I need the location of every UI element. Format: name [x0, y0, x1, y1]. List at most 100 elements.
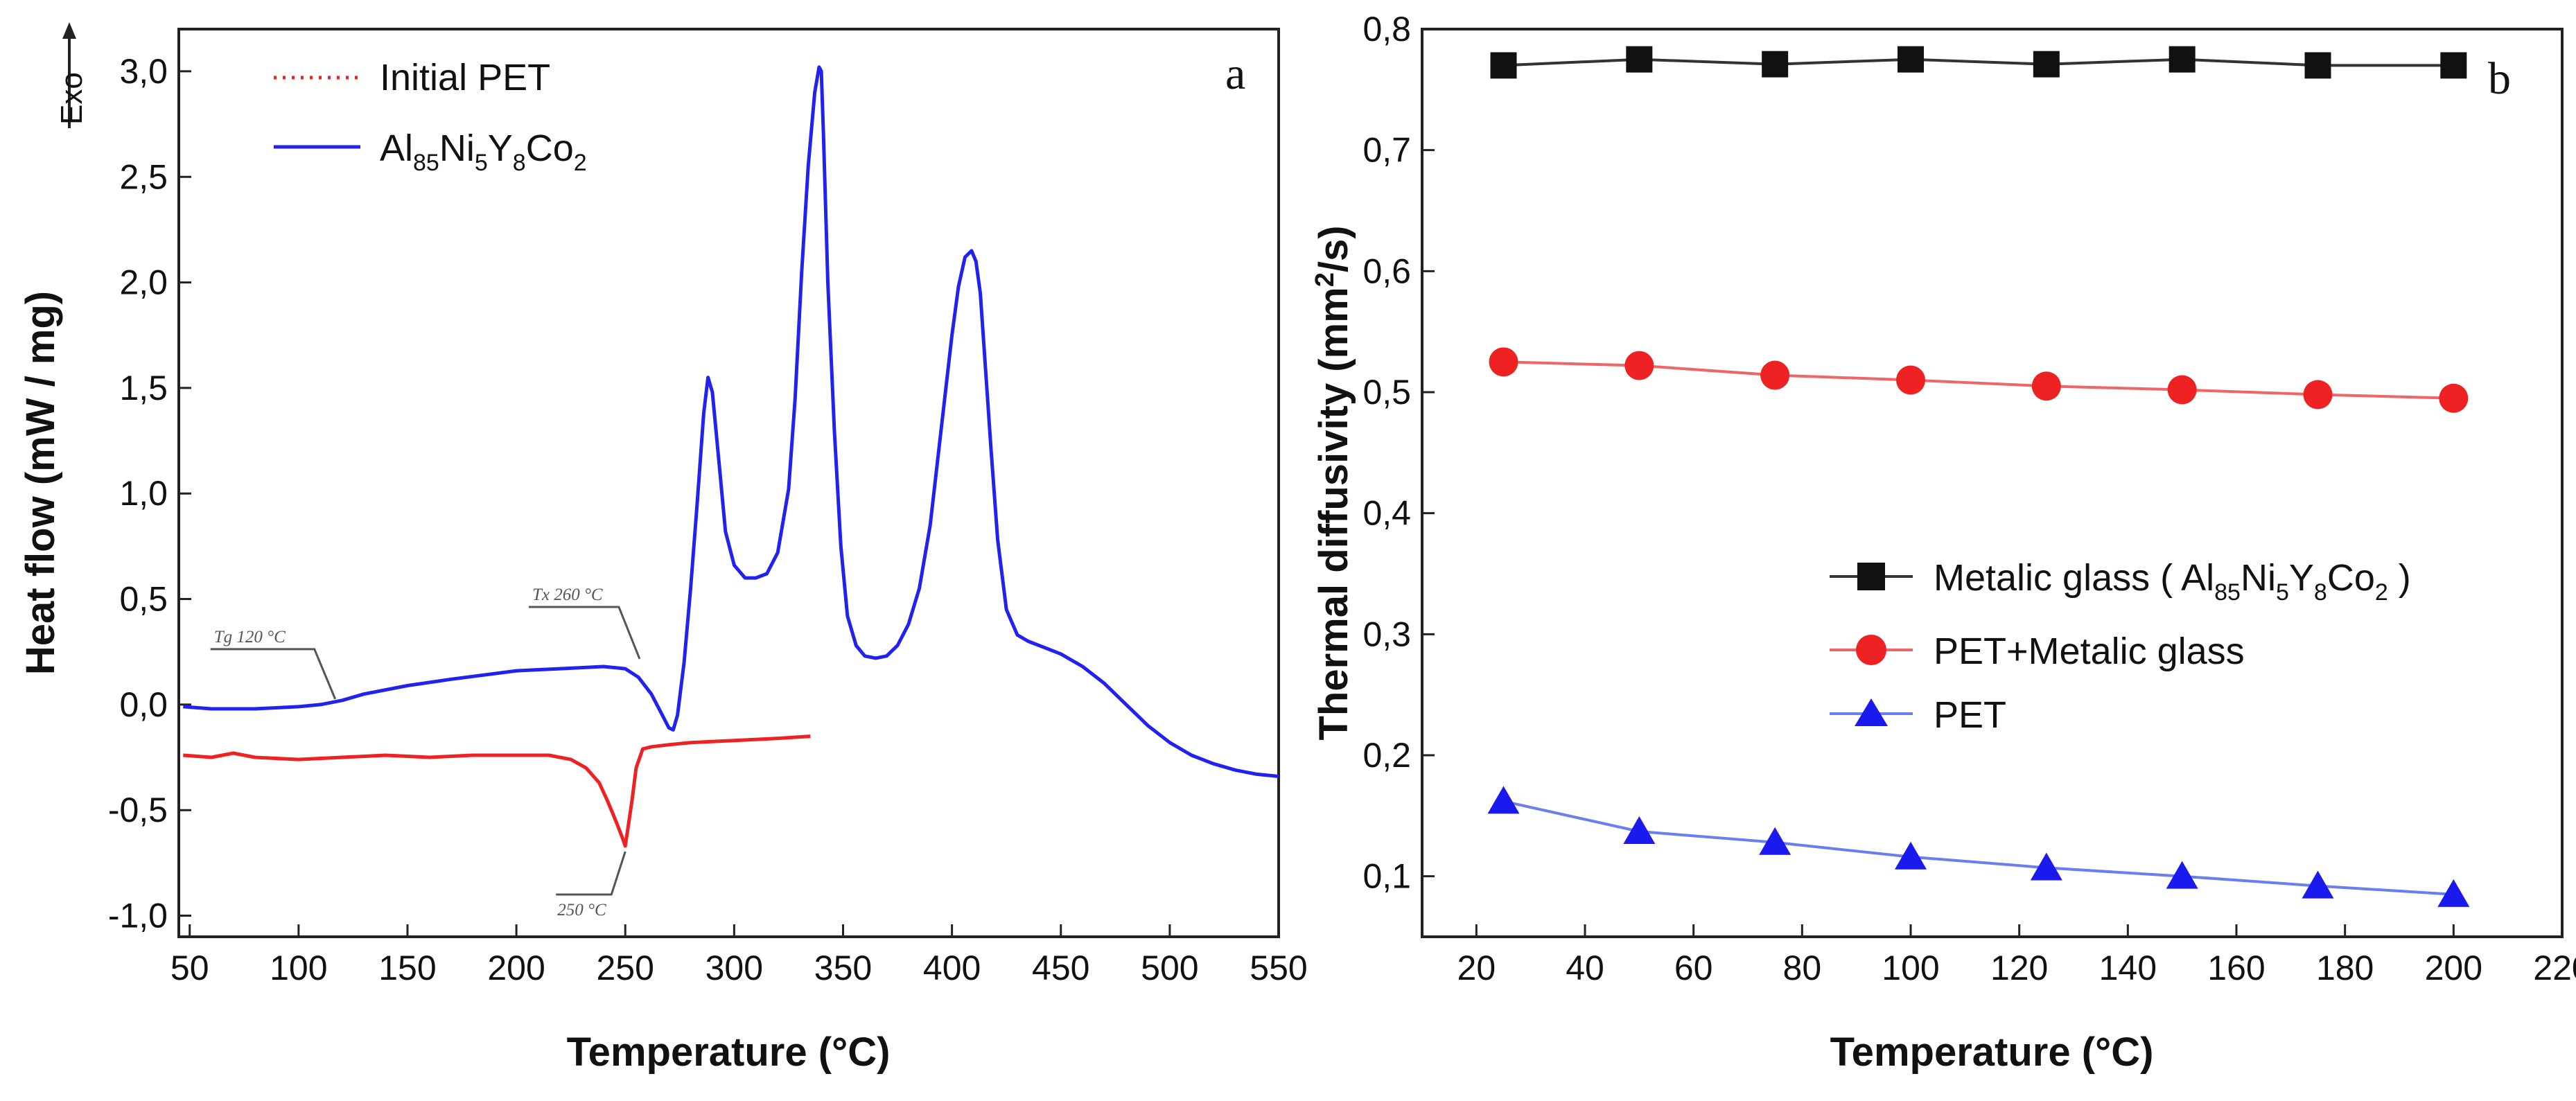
panel-b-x-tick-label: 140 [2099, 949, 2157, 987]
series-pet-point [2030, 852, 2062, 881]
series-pet-metallic-glass-point [2167, 375, 2197, 405]
panel-b-x-tick-label: 40 [1566, 949, 1604, 987]
panel-a-y-tick-label: -1,0 [108, 897, 168, 935]
panel-a-x-tick-label: 400 [923, 949, 981, 987]
panel-a-heat-flow-chart: 50 100 150 200 250 300 350 400 450 500 550 -1,0 -0,… [18, 22, 1308, 1075]
panel-b-x-axis-title: Temperature (°C) [1830, 1030, 2154, 1075]
panel-a-x-tick-label: 450 [1032, 949, 1089, 987]
legend-triangle-marker-icon [1855, 698, 1888, 726]
panel-b-x-tick-label: 20 [1457, 949, 1496, 987]
panel-b-x-tick-label: 100 [1882, 949, 1939, 987]
series-metallic-glass-point [2304, 52, 2331, 79]
series-pet-metallic-glass-point [1489, 347, 1518, 377]
panel-b-x-tick-label: 160 [2207, 949, 2265, 987]
series-metallic-glass-point [1490, 52, 1517, 79]
panel-b-y-tick-label: 0,6 [1363, 252, 1411, 290]
series-pet-line [1503, 800, 2454, 896]
exo-arrow-head-icon [62, 22, 76, 39]
alloy-element-co: Co [526, 127, 574, 169]
series-pet-metallic-glass-point [1896, 365, 1925, 395]
metallic-prefix: Metalic glass ( [1934, 557, 2181, 599]
panel-a-y-tick-label: 0,0 [119, 685, 168, 724]
series-pet-metallic-glass-line [1503, 360, 2454, 400]
alloy-element-y: Y [488, 127, 513, 169]
panel-b-y-tick-label: 0,3 [1363, 615, 1411, 653]
series-pet-metallic-glass-point [2439, 383, 2469, 413]
panel-b-y-tick-label: 0,7 [1363, 131, 1411, 170]
legend-label-pet: PET [1934, 694, 2006, 736]
panel-b-x-tick-label: 220 [2533, 949, 2576, 987]
panel-a-y-tick-label: 1,0 [119, 474, 168, 513]
panel-a-label: a [1225, 49, 1245, 99]
series-pet-metallic-glass-point [1624, 351, 1654, 380]
panel-a-y-tick-label: 2,5 [119, 157, 168, 196]
panel-a-y-tick-label: -0,5 [108, 791, 168, 829]
series-pet-point [2302, 870, 2334, 899]
panel-a-x-tick-label: 250 [597, 949, 654, 987]
metallic-sub-8: 8 [2314, 579, 2327, 606]
series-pet-point [2166, 861, 2198, 889]
panel-b-y-title-tail: /s) [1311, 225, 1356, 272]
series-alloy-line [183, 65, 1279, 778]
panel-a-x-tick-label: 350 [814, 949, 872, 987]
legend-circle-marker-icon [1856, 635, 1886, 665]
metallic-el-co: Co [2327, 557, 2375, 599]
panel-a-x-axis-title: Temperature (°C) [567, 1030, 891, 1075]
panel-b-x-tick-label: 180 [2316, 949, 2374, 987]
legend-label-pet-metallic: PET+Metalic glass [1934, 631, 2245, 672]
alloy-element-ni: Ni [439, 127, 475, 169]
panel-b-y-ticks: 0,1 0,2 0,3 0,4 0,5 0,6 0,7 0,8 [1363, 10, 1435, 896]
metallic-sub-5: 5 [2276, 579, 2289, 606]
legend-label-initial-pet: Initial PET [380, 57, 550, 98]
panel-a-x-tick-label: 100 [270, 949, 327, 987]
panel-a-x-tick-label: 550 [1250, 949, 1307, 987]
panel-b-x-tick-label: 200 [2425, 949, 2482, 987]
alloy-sub-2: 2 [574, 150, 587, 176]
panel-a-y-ticks: -1,0 -0,5 0,0 0,5 1,0 1,5 2,0 2,5 3,0 [108, 52, 191, 935]
annotation-tx-leader [528, 606, 641, 660]
panel-a-x-ticks: 50 100 150 200 250 300 350 400 450 500 550 [170, 924, 1308, 987]
panel-b-y-title-sup: 2 [1311, 272, 1340, 287]
legend-label-metallic-glass: Metalic glass ( Al85Ni5Y8Co2 ) [1934, 557, 2411, 606]
panel-b-plot-frame [1421, 28, 2564, 938]
panel-a-y-axis-title: Heat flow (mW / mg) [18, 291, 63, 675]
annotation-tx: Tx 260 °C [532, 585, 603, 604]
panel-a-x-tick-label: 150 [378, 949, 436, 987]
panel-a-plot-frame [177, 28, 1280, 938]
series-metallic-glass-point [1898, 46, 1924, 73]
legend-square-marker-icon [1857, 563, 1885, 590]
panel-a-annotations: Tg 120 °C Tx 260 °C 250 °C [210, 585, 641, 919]
legend-label-alloy: Al85Ni5Y8Co2 [380, 127, 587, 176]
annotation-tg: Tg 120 °C [214, 628, 286, 646]
alloy-element-al: Al [380, 127, 413, 169]
series-pet-metallic-glass-point [1760, 360, 1790, 390]
panel-a-y-tick-label: 0,5 [119, 580, 168, 619]
series-pet-metallic-glass-point [2031, 371, 2061, 401]
panel-b-y-tick-label: 0,1 [1363, 857, 1411, 896]
series-initial-pet-line [183, 734, 811, 848]
series-metallic-glass-point [2440, 52, 2467, 79]
alloy-sub-85: 85 [413, 150, 439, 176]
annotation-250-leader [556, 851, 627, 896]
panel-b-x-tick-label: 120 [1990, 949, 2048, 987]
panel-a-x-tick-label: 200 [487, 949, 545, 987]
panel-b-y-tick-label: 0,8 [1363, 10, 1411, 49]
panel-b-label: b [2488, 53, 2511, 104]
series-pet-point [2437, 879, 2470, 907]
panel-a-y-tick-label: 3,0 [119, 52, 168, 91]
series-metallic-glass-point [2168, 46, 2196, 73]
panel-a-x-tick-label: 300 [706, 949, 763, 987]
exo-indicator: Exo [55, 22, 89, 128]
alloy-sub-8: 8 [513, 150, 526, 176]
series-metallic-glass-point [2033, 51, 2060, 78]
panel-b-series [1487, 46, 2470, 907]
series-metallic-glass-line [1503, 58, 2454, 67]
panel-a-x-tick-label: 50 [170, 949, 209, 987]
series-pet-point [1487, 786, 1520, 814]
panel-b-legend: Metalic glass ( Al85Ni5Y8Co2 ) PET+Metal… [1830, 557, 2411, 736]
panel-b-y-axis-title: Thermal diffusivity (mm2/s) [1311, 225, 1356, 740]
series-pet-metallic-glass-point [2303, 380, 2333, 409]
metallic-el-y: Y [2289, 557, 2314, 599]
